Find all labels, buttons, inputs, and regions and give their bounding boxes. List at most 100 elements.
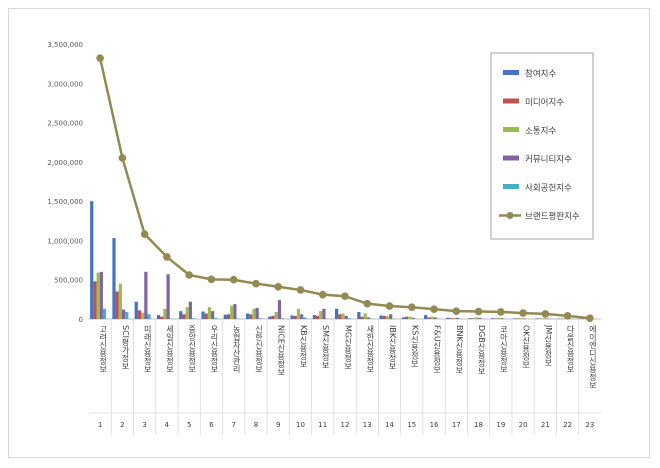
rank-label: 4 [165, 421, 170, 429]
bar [121, 309, 126, 319]
bar [363, 313, 367, 319]
rank-label: 17 [452, 421, 461, 429]
bar [211, 311, 215, 319]
rank-label: 5 [187, 421, 191, 429]
bar [147, 314, 151, 319]
bar [446, 317, 450, 319]
y-tick-label: 3,500,000 [47, 41, 83, 49]
bar [185, 307, 189, 319]
bar [385, 316, 390, 319]
category-label: SM신용정보 [321, 325, 330, 369]
bar [112, 238, 116, 319]
bar [271, 315, 275, 319]
bar [293, 315, 297, 319]
y-tick-label: 2,000,000 [47, 159, 83, 167]
category-label: F&U신용정보 [433, 325, 442, 374]
rank-label: 23 [585, 421, 594, 429]
bar [452, 317, 456, 319]
legend-swatch [503, 127, 519, 132]
bar [427, 317, 431, 319]
line-point [252, 279, 260, 288]
category-label: SCI평가정보 [121, 325, 130, 370]
bar [233, 304, 237, 319]
legend-label: 커뮤니티지수 [525, 154, 572, 165]
category-label: 에이엔디신용정보 [588, 325, 597, 389]
bar [516, 318, 520, 319]
rank-label: 14 [385, 421, 394, 429]
bar [255, 308, 259, 319]
bar [96, 272, 100, 319]
bar [490, 318, 495, 319]
line-point [519, 309, 527, 317]
legend-swatch [503, 184, 519, 189]
legend-swatch-marker [506, 212, 514, 219]
bar [522, 318, 526, 319]
rank-label: 13 [363, 421, 372, 429]
bar [226, 314, 231, 319]
bar [411, 317, 415, 319]
bar [230, 305, 234, 319]
bar-layer [90, 201, 596, 319]
bar [274, 311, 278, 319]
category-label: 세일신용정보 [165, 325, 174, 373]
bar [544, 318, 549, 319]
y-tick-label: 500,000 [54, 277, 83, 285]
bar [125, 311, 129, 319]
bar [134, 301, 138, 319]
rank-label: 6 [209, 421, 214, 429]
rank-label: 7 [231, 421, 235, 429]
y-tick-label: 2,500,000 [47, 120, 83, 128]
line-point [541, 310, 550, 318]
legend-swatch [503, 155, 519, 161]
bar [303, 317, 307, 319]
line-point [163, 253, 171, 261]
category-label: 새한신용정보 [365, 325, 374, 373]
y-tick-label: 0 [79, 316, 83, 324]
category-label: 농협자산관리 [232, 325, 241, 374]
bar [541, 318, 545, 319]
bar [156, 315, 161, 319]
category-label: 미래신용정보 [143, 325, 152, 373]
chart-frame: 0 500,000 1,000,000 1,500,000 2,000,000 2,500… [8, 8, 650, 458]
bar [204, 313, 208, 319]
category-label: BNK신용정보 [455, 325, 464, 374]
bar [535, 318, 539, 319]
bar [290, 315, 294, 319]
rank-label: 18 [474, 421, 483, 429]
line-point [430, 305, 438, 313]
bar [401, 317, 405, 319]
bar [471, 318, 475, 319]
line-layer [96, 54, 594, 323]
line-point [452, 307, 461, 315]
rank-label: 21 [541, 421, 550, 429]
line-point [318, 290, 327, 299]
rank-label: 11 [318, 421, 327, 429]
bar [335, 308, 339, 319]
bar [166, 274, 170, 319]
category-label: 중앙신용정보 [187, 325, 196, 373]
rank-label: 2 [120, 421, 124, 429]
line-point [207, 275, 216, 284]
bar [319, 311, 323, 319]
bar [118, 283, 122, 319]
bar [344, 315, 348, 319]
category-label: MG신용정보 [344, 325, 353, 370]
bar [137, 310, 142, 319]
category-label: NICE신용정보 [277, 325, 286, 376]
bar [207, 307, 212, 319]
bar [404, 316, 409, 319]
bar [99, 271, 103, 319]
line-point [274, 282, 283, 291]
bar [357, 311, 361, 319]
rank-label: 19 [496, 421, 505, 429]
bar [513, 318, 517, 319]
bar [341, 313, 345, 319]
bar [245, 313, 250, 319]
line-point [407, 303, 416, 312]
bar [360, 316, 364, 319]
line-point [563, 312, 572, 320]
bar [102, 308, 107, 319]
bar [300, 314, 304, 319]
bar [115, 291, 119, 319]
legend-swatch [503, 98, 519, 104]
